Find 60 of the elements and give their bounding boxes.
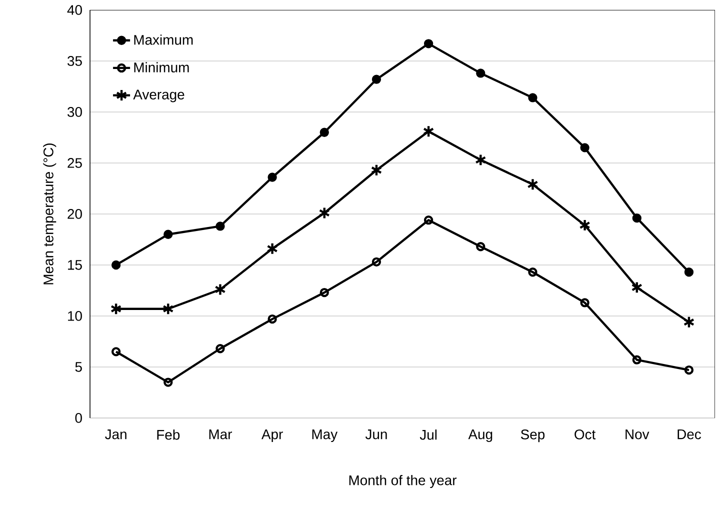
point bbox=[424, 39, 434, 48]
point bbox=[216, 344, 225, 354]
point bbox=[268, 314, 277, 324]
y-tick-label: 30 bbox=[68, 107, 82, 117]
point bbox=[579, 218, 590, 232]
point bbox=[476, 68, 486, 78]
x-tick-label: Jun bbox=[365, 430, 387, 440]
x-tick-label: Apr bbox=[261, 430, 283, 442]
point bbox=[632, 355, 642, 364]
point bbox=[580, 143, 590, 152]
point bbox=[528, 93, 538, 102]
point bbox=[268, 172, 277, 182]
x-tick-label: Sep bbox=[520, 429, 545, 442]
y-tick-label: 20 bbox=[68, 209, 82, 219]
point bbox=[476, 242, 486, 252]
point bbox=[527, 178, 538, 191]
y-tick-label: 10 bbox=[68, 311, 82, 321]
x-tick-label: Jul bbox=[420, 430, 437, 440]
x-tick-label: Aug bbox=[468, 430, 492, 442]
y-tick-label: 25 bbox=[68, 158, 82, 168]
x-tick-label: Nov bbox=[626, 430, 650, 440]
x-axis-title: Month of the year bbox=[349, 474, 457, 488]
x-tick-label: Jan bbox=[105, 430, 126, 440]
x-tick-label: Oct bbox=[574, 429, 596, 440]
point bbox=[164, 378, 173, 387]
point bbox=[580, 298, 590, 308]
y-tick-label: 35 bbox=[68, 56, 82, 66]
point bbox=[631, 281, 643, 294]
point bbox=[320, 288, 329, 298]
y-tick-label: 15 bbox=[68, 260, 82, 270]
point bbox=[370, 164, 382, 176]
x-tick-label: Feb bbox=[157, 430, 180, 440]
point bbox=[528, 268, 538, 277]
point bbox=[632, 213, 642, 223]
legend-label: Maximum bbox=[134, 34, 193, 45]
y-axis-title: Mean temperature (°C) bbox=[43, 143, 56, 284]
point bbox=[164, 230, 173, 239]
point bbox=[111, 260, 121, 270]
point bbox=[110, 302, 122, 316]
point bbox=[475, 154, 486, 166]
point bbox=[424, 216, 434, 225]
point bbox=[266, 242, 278, 255]
point bbox=[683, 316, 695, 328]
legend-label: Average bbox=[133, 90, 184, 102]
point bbox=[372, 74, 382, 84]
point bbox=[372, 257, 382, 267]
x-tick-label: Dec bbox=[678, 430, 701, 440]
point bbox=[318, 206, 330, 220]
y-tick-label: 5 bbox=[75, 362, 82, 372]
point bbox=[684, 268, 694, 277]
y-tick-label: 40 bbox=[67, 5, 82, 15]
x-tick-label: May bbox=[312, 430, 338, 442]
legend-label: Minimum bbox=[134, 62, 189, 72]
point bbox=[162, 302, 174, 316]
point bbox=[216, 222, 225, 231]
point bbox=[214, 283, 226, 296]
y-tick-label: 0 bbox=[75, 413, 82, 423]
point bbox=[422, 125, 434, 138]
x-tick-label: Mar bbox=[209, 430, 232, 440]
point bbox=[320, 128, 329, 137]
